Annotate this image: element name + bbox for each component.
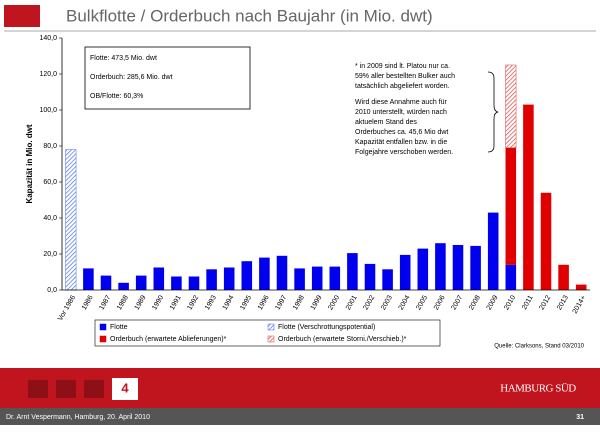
bar bbox=[100, 275, 112, 290]
annotation-line: Wird diese Annahme auch für bbox=[355, 99, 447, 106]
bar bbox=[575, 284, 587, 290]
bar bbox=[329, 266, 341, 290]
annotation-line: Kapazität entfallen bzw. in die bbox=[355, 139, 447, 146]
bar bbox=[83, 268, 94, 290]
y-tick-label: 40,0 bbox=[43, 215, 57, 222]
y-tick-label: 100,0 bbox=[39, 107, 57, 114]
bar bbox=[153, 267, 165, 290]
bar bbox=[241, 261, 253, 290]
legend-swatch bbox=[267, 323, 275, 331]
annotation-line: Folgejahre verschoben werden. bbox=[355, 149, 453, 156]
annotation-line: 2010 unterstellt, würden nach bbox=[355, 109, 447, 116]
y-tick-label: 0,0 bbox=[47, 287, 57, 294]
y-tick-label: 80,0 bbox=[43, 143, 57, 150]
brace bbox=[487, 71, 499, 153]
bar bbox=[276, 255, 288, 290]
bar bbox=[311, 266, 323, 290]
bar bbox=[540, 192, 552, 290]
nav-current[interactable] bbox=[112, 378, 138, 400]
bar bbox=[523, 104, 534, 290]
bar bbox=[364, 263, 376, 290]
bar bbox=[399, 254, 411, 290]
legend-swatch bbox=[99, 335, 107, 343]
annotation-line: tatsächlich abgeliefert worden. bbox=[355, 83, 450, 90]
bar bbox=[487, 212, 499, 290]
summary-line: OB/Flotte: 60,3% bbox=[90, 93, 143, 100]
bar bbox=[435, 243, 446, 290]
legend-label: Orderbuch (erwartete Storni./Verschieb.)… bbox=[278, 336, 407, 343]
bar bbox=[347, 253, 358, 290]
annotation-line: * in 2009 sind lt. Platou nur ca. bbox=[355, 63, 450, 70]
source: Quelle: Clarksons, Stand 03/2010 bbox=[494, 344, 584, 350]
bar bbox=[558, 264, 569, 290]
bar bbox=[294, 268, 305, 290]
footer-author: Dr. Arnt Vespermann, Hamburg, 20. April … bbox=[6, 414, 150, 421]
bar bbox=[417, 248, 429, 290]
footer-bar bbox=[0, 408, 600, 425]
y-tick-label: 20,0 bbox=[43, 251, 57, 258]
nav-box[interactable] bbox=[28, 380, 48, 398]
logo: HAMBURG SÜD bbox=[500, 383, 576, 395]
bar bbox=[135, 275, 147, 290]
annotation-line: aktuelem Stand des bbox=[355, 119, 417, 126]
annotation-line: 59% aller bestellten Bulker auch bbox=[355, 73, 455, 80]
bar bbox=[452, 245, 464, 290]
legend-swatch bbox=[99, 323, 107, 331]
summary-line: Flotte: 473,5 Mio. dwt bbox=[90, 55, 157, 62]
y-tick-label: 120,0 bbox=[39, 71, 57, 78]
bar bbox=[118, 282, 129, 290]
bar bbox=[505, 147, 517, 265]
bar bbox=[171, 276, 182, 290]
legend bbox=[94, 319, 441, 347]
legend-label: Orderbuch (erwartete Ablieferungen)* bbox=[110, 336, 227, 343]
bar bbox=[259, 257, 270, 290]
annotation-line: Orderbuches ca. 45,6 Mio dwt bbox=[355, 129, 448, 136]
nav-box[interactable] bbox=[56, 380, 76, 398]
bar bbox=[505, 264, 517, 290]
title-mark bbox=[4, 5, 40, 27]
bar bbox=[505, 64, 517, 149]
bar bbox=[223, 267, 235, 290]
legend-label: Flotte (Verschrottungspotential) bbox=[278, 324, 375, 331]
summary-box bbox=[84, 46, 251, 110]
y-axis-label: Kapazität in Mio. dwt bbox=[25, 124, 34, 203]
nav-number: 4 bbox=[121, 380, 129, 395]
slide-title: Bulkflotte / Orderbuch nach Baujahr (in … bbox=[66, 6, 433, 25]
bar bbox=[382, 269, 393, 290]
nav-box[interactable] bbox=[84, 380, 104, 398]
bar bbox=[188, 276, 200, 290]
y-tick-label: 140,0 bbox=[39, 35, 57, 42]
legend-label: Flotte bbox=[110, 324, 128, 331]
legend-swatch bbox=[267, 335, 275, 343]
y-tick-label: 60,0 bbox=[43, 179, 57, 186]
bar bbox=[470, 245, 481, 290]
bar bbox=[65, 149, 77, 291]
summary-line: Orderbuch: 285,6 Mio. dwt bbox=[90, 74, 173, 81]
bar bbox=[206, 269, 217, 290]
footer-page: 31 bbox=[576, 414, 584, 421]
